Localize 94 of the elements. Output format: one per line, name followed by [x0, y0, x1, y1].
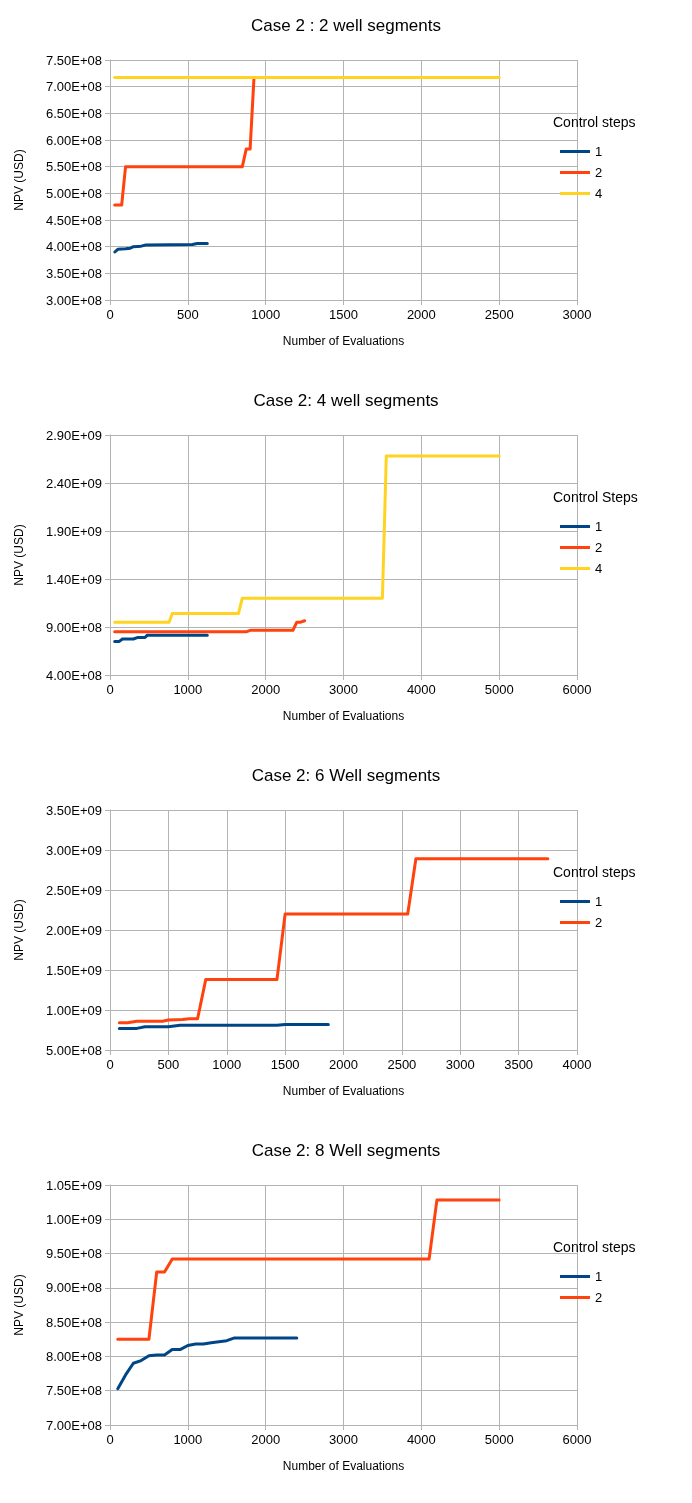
x-tick-label: 0 — [106, 307, 114, 322]
x-axis-title: Number of Evaluations — [282, 1459, 405, 1473]
x-tick-label: 6000 — [562, 1432, 592, 1447]
y-tick-label: 8.00E+08 — [45, 1348, 102, 1364]
y-axis-title: NPV (USD) — [12, 149, 26, 211]
x-tick-label: 1000 — [173, 682, 203, 697]
x-tick-label: 3000 — [329, 682, 358, 697]
x-axis-title: Number of Evaluations — [282, 1084, 405, 1098]
line-series — [116, 1336, 299, 1391]
y-tick-label: 8.50E+08 — [45, 1314, 102, 1330]
y-tick-label: 1.50E+09 — [45, 962, 102, 978]
x-tick-label: 0 — [106, 1057, 114, 1072]
legend-label: 1 — [595, 144, 603, 159]
y-axis-title: NPV (USD) — [12, 524, 26, 586]
y-tick-label: 7.50E+08 — [45, 1383, 102, 1399]
y-tick-label: 4.00E+08 — [45, 667, 102, 683]
legend-title: Control steps — [553, 1239, 636, 1255]
y-tick-label: 4.50E+08 — [45, 212, 102, 228]
line-series — [113, 454, 501, 624]
x-tick-label: 3000 — [329, 1432, 358, 1447]
x-tick-label: 3500 — [504, 1057, 534, 1072]
chart-title: Case 2: 8 Well segments — [251, 1141, 441, 1160]
y-tick-label: 7.50E+08 — [45, 52, 102, 68]
y-tick-label: 7.00E+08 — [45, 1417, 102, 1433]
x-tick-label: 500 — [176, 307, 199, 322]
y-tick-label: 5.50E+08 — [45, 159, 102, 175]
x-tick-label: 1000 — [251, 307, 281, 322]
x-axis-title: Number of Evaluations — [282, 334, 405, 348]
x-tick-label: 2000 — [406, 307, 436, 322]
x-tick-label: 1000 — [173, 1432, 203, 1447]
y-tick-label: 2.90E+09 — [45, 427, 102, 443]
legend-label: 4 — [595, 561, 603, 576]
y-tick-label: 2.00E+09 — [45, 922, 102, 938]
legend-label: 4 — [595, 186, 603, 201]
legend-label: 2 — [595, 915, 603, 930]
legend-label: 2 — [595, 1290, 603, 1305]
chart-title: Case 2: 4 well segments — [253, 391, 439, 410]
y-tick-label: 4.00E+08 — [45, 239, 102, 255]
legend-label: 1 — [595, 894, 603, 909]
line-series — [113, 619, 307, 634]
x-tick-label: 3000 — [445, 1057, 475, 1072]
y-tick-label: 5.00E+08 — [45, 1042, 102, 1058]
legend-title: Control Steps — [553, 489, 638, 505]
line-series — [117, 857, 550, 1025]
x-tick-label: 0 — [106, 682, 114, 697]
y-tick-label: 2.40E+09 — [45, 475, 102, 491]
y-tick-label: 1.40E+09 — [45, 571, 102, 587]
y-tick-label: 1.00E+09 — [45, 1211, 102, 1227]
x-tick-label: 6000 — [562, 682, 592, 697]
y-tick-label: 6.50E+08 — [45, 105, 102, 121]
x-tick-label: 1500 — [329, 307, 358, 322]
x-tick-label: 3000 — [562, 307, 592, 322]
x-tick-label: 4000 — [406, 1432, 436, 1447]
legend-title: Control steps — [553, 864, 636, 880]
x-tick-label: 2500 — [484, 307, 514, 322]
y-tick-label: 9.50E+08 — [45, 1246, 102, 1262]
line-series — [113, 633, 209, 643]
y-tick-label: 9.00E+08 — [45, 1280, 102, 1296]
line-series — [116, 1198, 501, 1341]
y-tick-label: 3.50E+09 — [45, 802, 102, 818]
y-tick-label: 3.50E+08 — [45, 265, 102, 281]
x-tick-label: 2000 — [329, 1057, 358, 1072]
y-tick-label: 1.00E+09 — [45, 1002, 102, 1018]
x-tick-label: 2000 — [251, 682, 281, 697]
y-tick-label: 3.00E+08 — [45, 292, 102, 308]
legend-label: 1 — [595, 1269, 603, 1284]
y-tick-label: 5.00E+08 — [45, 185, 102, 201]
chart-title: Case 2 : 2 well segments — [251, 16, 441, 35]
y-tick-label: 3.00E+09 — [45, 842, 102, 858]
line-series — [113, 241, 209, 254]
legend-label: 2 — [595, 540, 603, 555]
chart-title: Case 2: 6 Well segments — [251, 766, 441, 785]
x-tick-label: 1000 — [212, 1057, 242, 1072]
y-tick-label: 1.90E+09 — [45, 523, 102, 539]
y-axis-title: NPV (USD) — [12, 899, 26, 961]
x-tick-label: 2000 — [251, 1432, 281, 1447]
x-tick-label: 1500 — [270, 1057, 300, 1072]
x-tick-label: 500 — [157, 1057, 180, 1072]
y-tick-label: 9.00E+08 — [45, 619, 102, 635]
y-axis-title: NPV (USD) — [12, 1274, 26, 1336]
legend-title: Control steps — [553, 114, 636, 130]
x-tick-label: 4000 — [406, 682, 436, 697]
x-tick-label: 5000 — [484, 1432, 514, 1447]
legend-label: 1 — [595, 519, 603, 534]
legend-label: 2 — [595, 165, 603, 180]
x-axis-title: Number of Evaluations — [282, 709, 405, 723]
x-tick-label: 2500 — [387, 1057, 417, 1072]
y-tick-label: 6.00E+08 — [45, 132, 102, 148]
x-tick-label: 0 — [106, 1432, 114, 1447]
y-tick-label: 2.50E+09 — [45, 882, 102, 898]
x-tick-label: 5000 — [484, 682, 514, 697]
x-tick-label: 4000 — [562, 1057, 592, 1072]
y-tick-label: 7.00E+08 — [45, 79, 102, 95]
y-tick-label: 1.05E+09 — [45, 1177, 102, 1193]
